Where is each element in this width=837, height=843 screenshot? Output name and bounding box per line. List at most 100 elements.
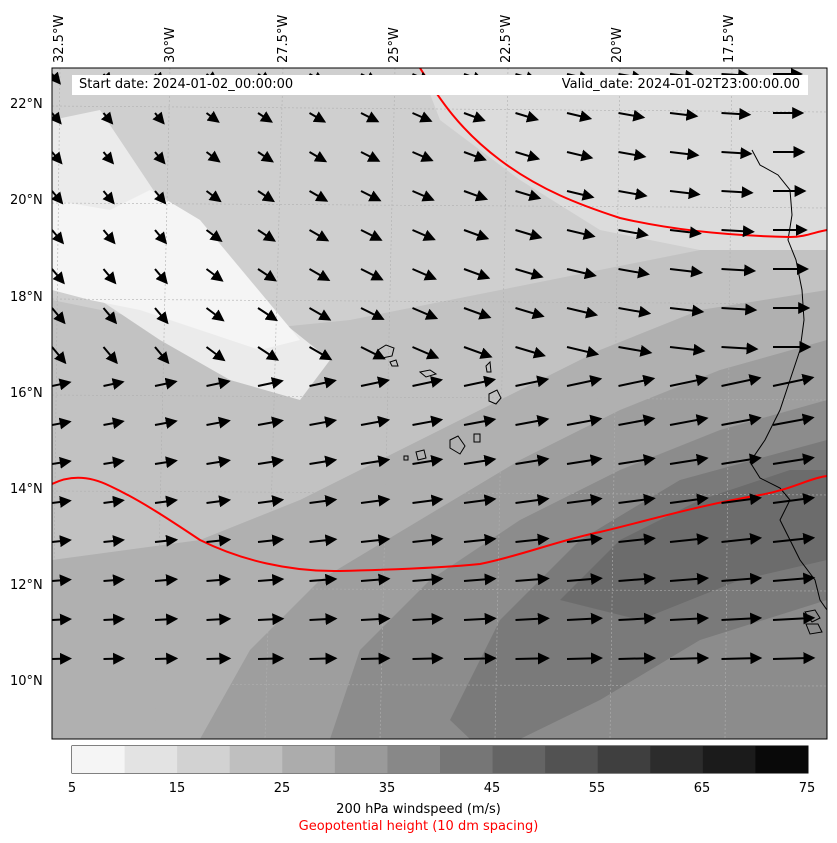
wind-arrow [206,534,232,547]
wind-arrow [515,375,550,388]
wind-arrow [360,111,380,123]
wind-arrow [566,454,603,467]
wind-arrow [618,612,657,625]
wind-arrow [360,268,384,281]
wind-arrow [721,493,762,506]
wind-arrow [721,652,763,665]
wind-arrow [360,346,386,360]
wind-arrow [412,229,436,241]
wind-arrow [566,346,600,358]
contour-label: Geopotential height (10 dm spacing) [298,819,539,834]
colorbar-tick: 35 [378,781,396,796]
wind-arrow [412,346,440,360]
wind-arrow [154,229,168,245]
wind-arrow [463,415,497,428]
wind-arrow [721,413,762,426]
map-frame [51,67,828,740]
wind-arrow [102,346,118,365]
wind-arrow [515,346,546,359]
wind-arrow [309,534,338,547]
colorbar-tick: 65 [693,781,711,796]
wind-arrow [515,189,542,202]
wind-arrow [257,455,285,468]
wind-arrow [721,453,762,466]
wind-arrow [412,111,433,123]
wind-arrow [566,110,593,123]
wind-arrow [52,190,64,205]
wind-arrow [721,225,755,238]
wind-arrow [360,494,391,507]
wind-arrow [772,612,816,625]
wind-arrow [412,652,444,665]
colorbar-swatch [229,746,283,773]
wind-arrow [669,148,700,161]
wind-arrow [669,652,710,665]
wind-arrow [412,190,435,202]
wind-arrow [257,268,277,282]
wind-arrow [566,306,599,319]
wind-arrow [52,574,72,587]
wind-arrow [515,228,543,241]
wind-arrow [412,613,444,626]
wind-arrow [154,534,179,547]
wind-arrow [52,417,72,430]
wind-arrow [206,613,232,626]
wind-arrow [103,456,125,469]
wind-arrow [152,111,165,125]
wind-arrow [618,374,656,387]
wind-arrow [360,455,391,468]
wind-arrow [102,307,118,325]
wind-arrow [669,343,706,356]
wind-arrow [52,111,62,125]
colorbar-tick: 5 [67,781,77,796]
colorbar-swatch [282,746,336,773]
wind-arrow [309,376,337,389]
wind-arrow [772,493,816,505]
wind-arrow [463,150,487,162]
wind-arrow [154,417,178,429]
wind-arrow [463,612,497,625]
wind-arrow [205,190,222,203]
wind-arrow [412,573,444,586]
wind-arrow [154,456,178,469]
wind-arrow [154,377,178,390]
wind-arrow [309,307,332,321]
wind-arrow [52,229,65,245]
wind-arrow [153,151,166,165]
wind-arrow [360,613,391,626]
wind-arrow [566,228,596,240]
wind-arrow [669,304,705,317]
wind-arrow [103,495,125,508]
wind-arrow [515,415,550,427]
wind-arrow [360,415,391,428]
wind-arrow [205,268,224,282]
lat-label: 22°N [10,97,43,112]
wind-arrow [566,267,597,280]
wind-arrow [463,346,493,359]
wind-arrow [360,229,383,241]
wind-arrow [463,307,492,320]
wind-arrow [206,416,231,429]
wind-arrow [103,535,125,547]
wind-arrow [566,188,595,201]
wind-arrow [463,494,497,507]
wind-arrow [721,342,759,355]
wind-arrow [618,493,656,506]
wind-arrow [206,574,232,586]
wind-arrow [154,495,178,508]
wind-arrow [257,495,285,508]
colorbar-label: 200 hPa windspeed (m/s) [336,802,501,817]
wind-arrow [308,229,330,242]
wind-arrow [257,377,284,389]
wind-arrow [103,417,125,430]
wind-arrow [52,268,65,285]
wind-arrow [412,150,434,162]
wind-arrow [153,190,167,205]
colorbar-tick: 15 [168,781,186,796]
wind-arrow [515,494,550,507]
wind-arrow [103,652,126,665]
wind-arrow [257,307,278,322]
wind-arrow [515,307,545,320]
wind-arrow [360,307,385,320]
